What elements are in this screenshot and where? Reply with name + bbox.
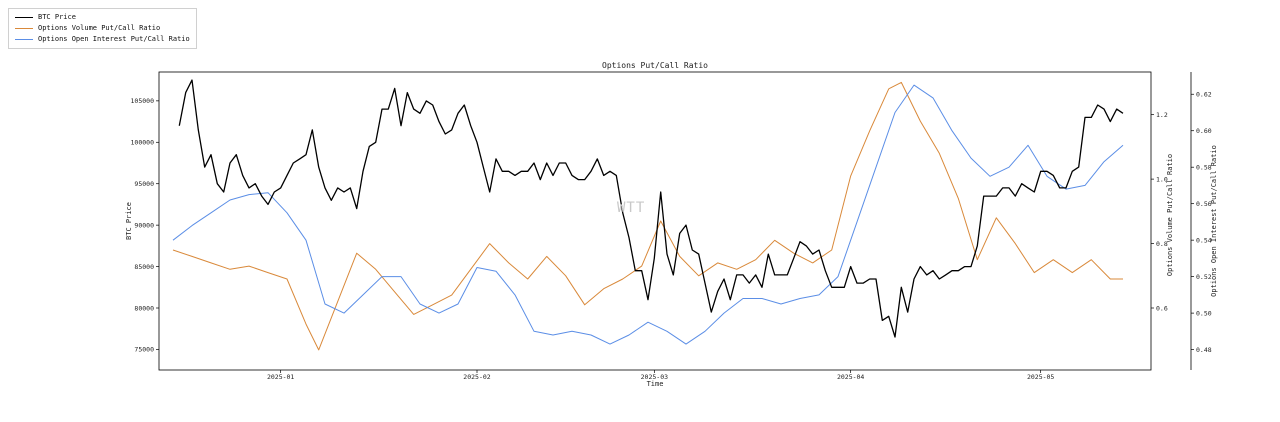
y-right1-tick-label: 1.0 xyxy=(1156,175,1168,183)
axis-layer: 2025-01 2025-02 2025-03 2025-04 2025-05 75000… xyxy=(131,72,1212,381)
legend-swatch-oi-ratio xyxy=(15,39,33,40)
watermark-text: WTT xyxy=(617,200,646,216)
y-right2-tick-label: 0.58 xyxy=(1196,163,1212,171)
y-left-tick-label: 100000 xyxy=(131,139,155,147)
y-right1-tick-label: 0.8 xyxy=(1156,240,1168,248)
x-tick-label: 2025-04 xyxy=(837,373,864,381)
y-left-tick-label: 105000 xyxy=(131,97,155,105)
x-axis-label: Time xyxy=(647,380,664,388)
legend-label-btc-price: BTC Price xyxy=(38,13,76,21)
y-right2-tick-label: 0.52 xyxy=(1196,273,1212,281)
y-right2-tick-label: 0.60 xyxy=(1196,127,1212,135)
x-tick-label: 2025-05 xyxy=(1027,373,1054,381)
chart-title: Options Put/Call Ratio xyxy=(602,61,708,70)
y-right1-tick-label: 1.2 xyxy=(1156,111,1168,119)
series-layer xyxy=(172,79,1124,351)
series-line-options-open-interest-put-call-ratio xyxy=(172,84,1124,345)
series-line-btc-price xyxy=(178,79,1124,338)
y-left-tick-label: 85000 xyxy=(134,263,154,271)
legend-entry-oi-ratio: Options Open Interest Put/Call Ratio xyxy=(15,34,190,45)
legend-entry-btc-price: BTC Price xyxy=(15,12,190,23)
legend-label-volume-ratio: Options Volume Put/Call Ratio xyxy=(38,24,161,32)
y-right2-tick-label: 0.48 xyxy=(1196,346,1212,354)
y-left-tick-label: 80000 xyxy=(134,304,154,312)
legend-entry-volume-ratio: Options Volume Put/Call Ratio xyxy=(15,23,190,34)
x-tick-label: 2025-01 xyxy=(267,373,294,381)
chart-legend: BTC Price Options Volume Put/Call Ratio … xyxy=(8,8,197,49)
x-tick-label: 2025-03 xyxy=(641,373,668,381)
y-left-tick-label: 75000 xyxy=(134,346,154,354)
legend-label-oi-ratio: Options Open Interest Put/Call Ratio xyxy=(38,35,190,43)
y-axis-label-right1: Options Volume Put/Call Ratio xyxy=(1166,154,1174,276)
legend-swatch-btc-price xyxy=(15,17,33,18)
series-line-options-volume-put-call-ratio xyxy=(172,81,1123,351)
x-tick-label: 2025-02 xyxy=(463,373,490,381)
y-right2-tick-label: 0.54 xyxy=(1196,236,1212,244)
plot-area xyxy=(158,71,1152,371)
y-left-tick-label: 90000 xyxy=(134,221,154,229)
y-right2-tick-label: 0.62 xyxy=(1196,91,1212,99)
y-axis-label-left: BTC Price xyxy=(125,202,133,240)
y-right1-tick-label: 0.6 xyxy=(1156,304,1168,312)
y-right2-tick-label: 0.50 xyxy=(1196,309,1212,317)
y-left-tick-label: 95000 xyxy=(134,180,154,188)
y-right2-tick-label: 0.56 xyxy=(1196,200,1212,208)
y-axis-label-right2: Options Open Interest Put/Call Ratio xyxy=(1210,145,1218,297)
legend-swatch-volume-ratio xyxy=(15,28,33,29)
